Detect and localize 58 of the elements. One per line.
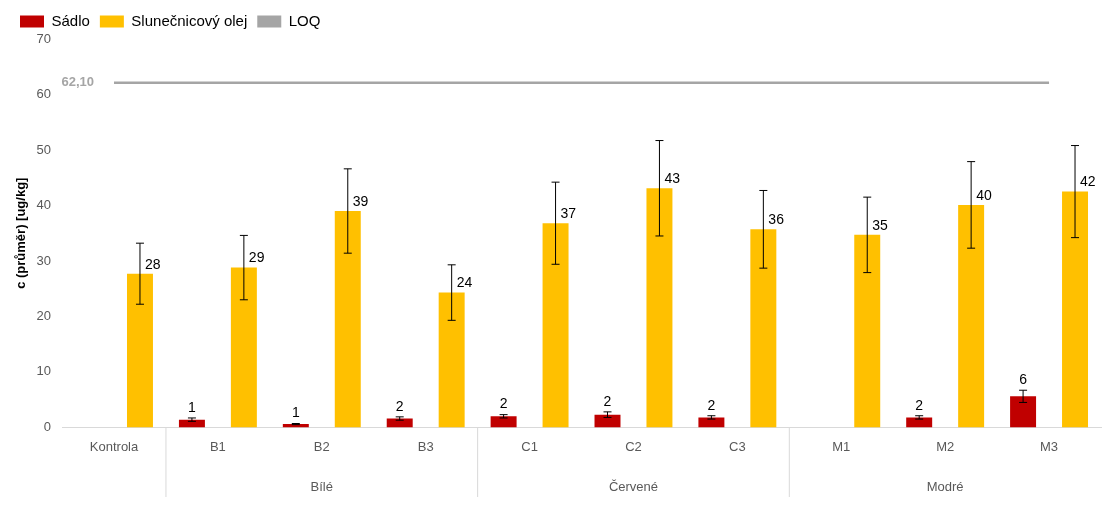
- data-label: 35: [872, 216, 889, 233]
- text: Modré: [926, 478, 964, 494]
- bar: [126, 273, 153, 428]
- bar: [750, 229, 777, 428]
- annotation: 62,10: [61, 74, 95, 90]
- bar: [438, 292, 465, 428]
- data-label: 1: [291, 404, 300, 421]
- y-tick-label: 60: [36, 86, 52, 102]
- legend-label: Slunečnicový olej: [131, 11, 248, 29]
- bar: [542, 223, 569, 428]
- y-tick-label: 50: [36, 141, 52, 157]
- text: Bílé: [310, 478, 333, 494]
- bar: [958, 204, 985, 428]
- legend-label: Sádlo: [51, 11, 90, 29]
- bar: [1062, 191, 1089, 428]
- data-label: 37: [560, 205, 577, 222]
- y-tick-label: 10: [36, 363, 52, 379]
- x-tick-label: C3: [729, 438, 746, 454]
- data-label: 39: [352, 192, 369, 209]
- y-tick-label: 70: [36, 30, 52, 46]
- y-axis-title: c (průměr) [ug/kg]: [13, 177, 29, 289]
- data-label: 28: [144, 255, 161, 272]
- y-tick-label: 40: [36, 197, 52, 213]
- y-tick-label: 0: [43, 418, 52, 434]
- x-tick-label: B2: [313, 438, 330, 454]
- y-tick-label: 30: [36, 252, 52, 268]
- y-tick-label: 20: [36, 308, 52, 324]
- x-tick-label: B1: [209, 438, 226, 454]
- x-tick-label: C2: [625, 438, 642, 454]
- legend-label: LOQ: [288, 11, 321, 29]
- data-label: 24: [456, 274, 473, 291]
- data-label: 2: [707, 396, 716, 413]
- text: Červené: [608, 478, 659, 494]
- bar: [1010, 396, 1037, 428]
- x-tick-label: M2: [936, 438, 955, 454]
- data-label: 1: [188, 398, 197, 415]
- bar: [334, 211, 361, 428]
- x-tick-label: B3: [417, 438, 434, 454]
- bar: [854, 234, 881, 428]
- data-label: 40: [976, 186, 992, 203]
- data-label: 6: [1019, 371, 1028, 388]
- x-tick-label: C1: [521, 438, 538, 454]
- data-label: 36: [768, 211, 785, 228]
- data-label: 43: [664, 170, 681, 187]
- x-tick-label: Kontrola: [89, 438, 139, 454]
- bar: [646, 188, 673, 428]
- data-label: 2: [499, 395, 508, 412]
- data-label: 2: [603, 392, 612, 409]
- bar: [906, 417, 933, 428]
- data-label: 42: [1080, 173, 1096, 190]
- data-label: 29: [248, 249, 265, 266]
- bar: [230, 267, 257, 428]
- x-tick-label: M3: [1040, 438, 1059, 454]
- bar: [698, 417, 725, 428]
- x-tick-label: M1: [832, 438, 851, 454]
- bar: [490, 416, 517, 428]
- data-label: 2: [915, 396, 924, 413]
- data-label: 2: [395, 397, 404, 414]
